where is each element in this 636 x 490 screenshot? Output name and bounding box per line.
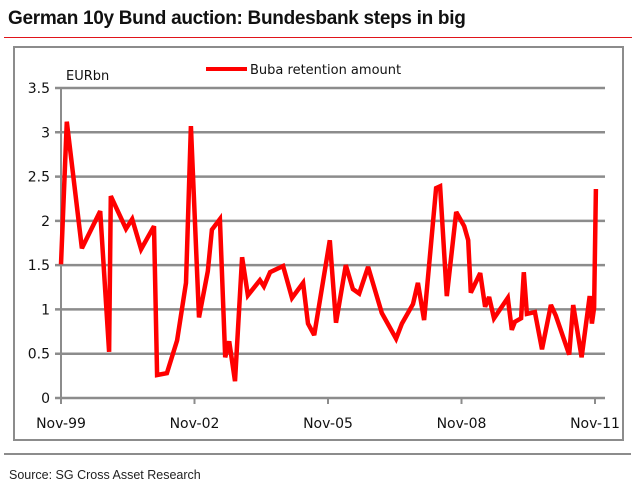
y-tick-label: 0 bbox=[41, 391, 50, 407]
y-tick-label: 2 bbox=[41, 214, 50, 230]
series-group bbox=[58, 121, 599, 382]
grid-lines bbox=[55, 86, 605, 400]
chart-title: German 10y Bund auction: Bundesbank step… bbox=[8, 8, 466, 29]
y-tick-label: 1.5 bbox=[28, 258, 50, 274]
series-line-buba-retention bbox=[58, 121, 599, 382]
x-tick-label: Nov-05 bbox=[303, 416, 353, 432]
source-note: Source: SG Cross Asset Research bbox=[9, 468, 201, 482]
legend-label: Buba retention amount bbox=[250, 63, 401, 78]
y-tick-label: 0.5 bbox=[28, 347, 50, 363]
footer-divider bbox=[4, 453, 631, 455]
y-tick-label: 1 bbox=[41, 302, 50, 318]
title-divider bbox=[4, 37, 632, 38]
legend: Buba retention amount bbox=[206, 63, 401, 78]
x-tick-label: Nov-11 bbox=[570, 416, 620, 432]
y-tick-label: 3.5 bbox=[28, 81, 50, 97]
y-axis-ticks: 0 0.5 1 1.5 2 2.5 3 3.5 bbox=[28, 81, 50, 407]
y-tick-label: 2.5 bbox=[28, 170, 50, 186]
chart-frame bbox=[13, 46, 624, 441]
x-tick-label: Nov-08 bbox=[437, 416, 487, 432]
y-tick-label: 3 bbox=[41, 125, 50, 141]
x-tick-label: Nov-99 bbox=[36, 416, 86, 432]
x-tick-label: Nov-02 bbox=[170, 416, 220, 432]
y-axis-unit-label: EURbn bbox=[66, 69, 109, 84]
x-axis: Nov-99 Nov-02 Nov-05 Nov-08 Nov-11 bbox=[36, 398, 620, 432]
